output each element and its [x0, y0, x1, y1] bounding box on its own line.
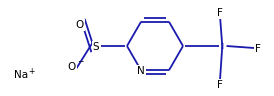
Text: Na: Na [14, 70, 28, 80]
Text: +: + [28, 67, 34, 75]
Text: S: S [93, 42, 99, 52]
Text: F: F [217, 8, 223, 18]
Text: F: F [255, 44, 261, 54]
Text: O: O [76, 20, 84, 30]
Text: −: − [77, 58, 83, 67]
Text: N: N [137, 66, 145, 76]
Text: O: O [68, 62, 76, 72]
Text: F: F [217, 80, 223, 90]
